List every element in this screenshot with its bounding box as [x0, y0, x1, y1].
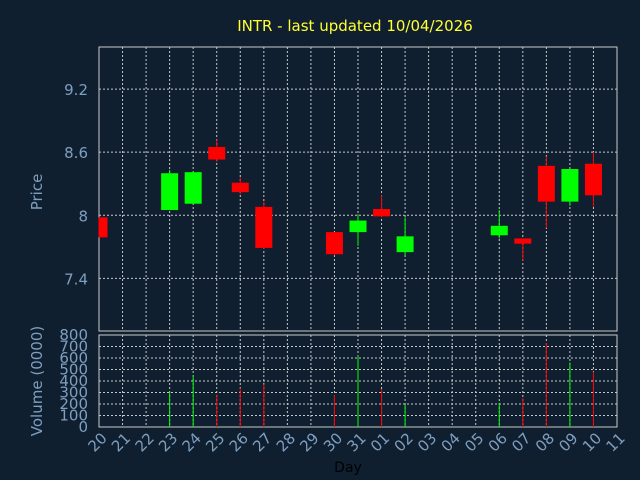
x-axis-label: Day — [334, 460, 362, 476]
x-tick-label: 02 — [391, 429, 417, 455]
x-tick-label: 22 — [132, 429, 158, 455]
volume-tick-label: 300 — [59, 384, 88, 402]
candle-body — [161, 173, 179, 211]
candle-body — [231, 182, 249, 193]
volume-tick-label: 600 — [59, 349, 88, 367]
volume-tick-label: 400 — [59, 372, 88, 390]
x-tick-label: 24 — [179, 429, 205, 455]
x-axis-ticks: 2021222324252627282930310102030405060708… — [84, 429, 628, 455]
x-tick-label: 11 — [602, 429, 628, 455]
volume-tick-label: 200 — [59, 395, 88, 413]
chart-title: INTR - last updated 10/04/2026 — [237, 17, 473, 35]
candle-body — [561, 169, 579, 202]
volume-tick-label: 0 — [78, 418, 88, 436]
x-tick-label: 03 — [414, 429, 440, 455]
x-tick-label: 08 — [532, 429, 558, 455]
candle-body — [514, 238, 532, 244]
volume-axis-label: Volume (0000) — [28, 326, 46, 436]
x-tick-label: 30 — [320, 429, 346, 455]
x-tick-label: 04 — [438, 429, 464, 455]
volume-tick-label: 500 — [59, 361, 88, 379]
candle-body — [325, 232, 343, 255]
price-tick-label: 7.4 — [64, 270, 88, 288]
x-tick-label: 10 — [579, 429, 605, 455]
candle-body — [396, 236, 414, 253]
candle-body — [184, 172, 202, 204]
x-tick-label: 05 — [461, 429, 487, 455]
x-tick-label: 07 — [508, 429, 534, 455]
x-tick-label: 31 — [343, 429, 369, 455]
volume-tick-label: 700 — [59, 338, 88, 356]
price-panel: 9.2 8.6 8 7.4 — [64, 46, 618, 332]
price-axis-label: Price — [28, 174, 46, 211]
candle-body — [584, 163, 602, 196]
x-tick-label: 20 — [84, 429, 110, 455]
candle-body — [373, 208, 391, 217]
candle-body — [99, 217, 108, 238]
x-tick-label: 09 — [555, 429, 581, 455]
x-tick-label: 01 — [367, 429, 393, 455]
price-tick-label: 9.2 — [64, 81, 88, 99]
candle-body — [349, 220, 367, 233]
candle-body — [208, 146, 226, 160]
volume-tick-label: 800 — [59, 326, 88, 344]
candle-body — [490, 225, 508, 236]
x-tick-label: 27 — [249, 429, 275, 455]
x-tick-label: 26 — [226, 429, 252, 455]
x-tick-label: 06 — [485, 429, 511, 455]
x-tick-label: 25 — [202, 429, 228, 455]
price-tick-label: 8.6 — [64, 144, 88, 162]
x-tick-label: 21 — [108, 429, 134, 455]
x-tick-label: 23 — [155, 429, 181, 455]
volume-tick-label: 100 — [59, 407, 88, 425]
x-tick-label: 29 — [296, 429, 322, 455]
x-tick-label: 28 — [273, 429, 299, 455]
candle-body — [537, 165, 555, 202]
price-tick-label: 8 — [78, 207, 88, 225]
candle-body — [255, 206, 273, 248]
